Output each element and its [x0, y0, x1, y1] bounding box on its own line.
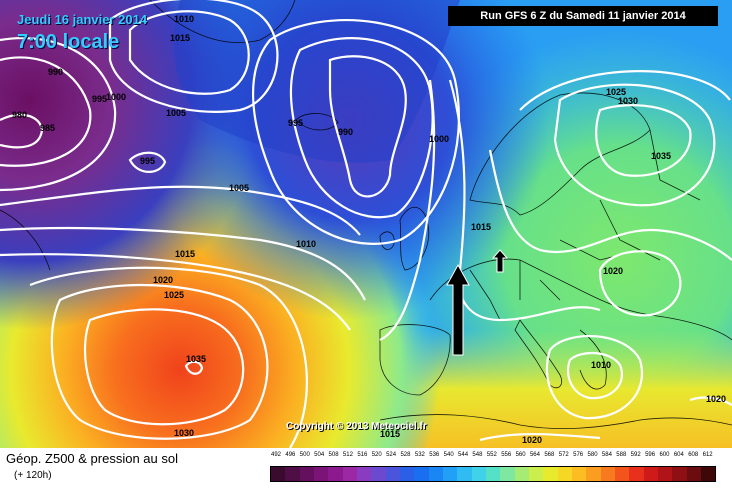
color-scale-swatch	[586, 467, 601, 481]
color-scale-label: 496	[285, 452, 296, 458]
color-scale-swatch	[629, 467, 644, 481]
isobar-label: 1005	[166, 108, 186, 118]
isobar-label: 1010	[296, 239, 316, 249]
isobar-label: 1025	[606, 87, 626, 97]
color-scale-label: 604	[673, 452, 684, 458]
color-scale-label: 504	[314, 452, 325, 458]
isobar-label: 1020	[153, 275, 173, 285]
color-scale-label: 568	[544, 452, 555, 458]
isobar-label: 995	[140, 156, 155, 166]
color-scale-swatch	[285, 467, 300, 481]
isobar-label: 1035	[186, 354, 206, 364]
color-scale-label: 516	[357, 452, 368, 458]
color-scale-swatch	[313, 467, 329, 481]
forecast-time: 7:00 locale	[17, 31, 120, 53]
isobar-label: 1005	[229, 183, 249, 193]
color-scale-label: 556	[501, 452, 512, 458]
color-scale-label: 560	[515, 452, 526, 458]
weather-map: 1010 1015 990 995 1000 980 985 1005 995 …	[0, 0, 732, 448]
isobar-label: 1020	[603, 266, 623, 276]
color-scale-swatch	[700, 467, 716, 481]
color-scale-label: 584	[601, 452, 612, 458]
isobar-label: 1030	[174, 428, 194, 438]
color-scale-label: 552	[486, 452, 497, 458]
color-scale-label: 580	[587, 452, 598, 458]
color-scale-swatch	[514, 467, 529, 481]
color-scale-swatch	[557, 467, 572, 481]
color-scale-swatch	[299, 467, 314, 481]
color-scale-label: 544	[458, 452, 469, 458]
color-scale-swatch	[657, 467, 673, 481]
color-scale-label: 528	[400, 452, 411, 458]
color-scale-swatch	[672, 467, 687, 481]
isobar-label: 1020	[706, 394, 726, 404]
color-scale-swatch	[614, 467, 630, 481]
isobar-label: 1035	[651, 151, 671, 161]
color-scale-swatch	[643, 467, 658, 481]
isobar-label: 1015	[380, 429, 400, 439]
isobar-label: 1010	[591, 360, 611, 370]
color-scale-label: 520	[371, 452, 382, 458]
color-scale-swatch	[328, 467, 343, 481]
color-scale-swatch	[528, 467, 544, 481]
color-scale-label: 508	[328, 452, 339, 458]
color-scale-swatch	[271, 467, 286, 481]
color-scale-swatch	[428, 467, 443, 481]
color-scale-swatch	[457, 467, 472, 481]
isobar-label: 990	[48, 67, 63, 77]
color-scale-label: 576	[573, 452, 584, 458]
color-scale-swatch	[485, 467, 501, 481]
forecast-date: Jeudi 16 janvier 2014	[17, 12, 148, 27]
isobar-label: 1000	[106, 92, 126, 102]
isobar-label: 1025	[164, 290, 184, 300]
isobar-label: 990	[338, 127, 353, 137]
legend-title: Géop. Z500 & pression au sol	[6, 451, 178, 466]
color-scale-label: 512	[342, 452, 353, 458]
isobar-label: 1020	[522, 435, 542, 445]
color-scale-label: 572	[558, 452, 569, 458]
color-scale-swatch	[414, 467, 429, 481]
color-scale-swatch	[471, 467, 486, 481]
color-scale-swatch	[385, 467, 400, 481]
color-scale-label: 612	[702, 452, 713, 458]
color-scale-swatch	[571, 467, 587, 481]
color-scale-swatch	[686, 467, 701, 481]
isobar-label: 1010	[174, 14, 194, 24]
color-scale-label: 532	[414, 452, 425, 458]
color-scale-label: 588	[616, 452, 627, 458]
color-scale-swatch	[399, 467, 415, 481]
color-scale-label: 492	[271, 452, 282, 458]
color-scale-label: 536	[429, 452, 440, 458]
color-scale-swatch	[356, 467, 372, 481]
color-scale-swatch	[442, 467, 458, 481]
color-scale-label: 548	[472, 452, 483, 458]
color-scale-label: 608	[688, 452, 699, 458]
isobar-label: 995	[288, 118, 303, 128]
isobar-label: 995	[92, 94, 107, 104]
color-scale-label: 540	[443, 452, 454, 458]
isobar-label: 1015	[175, 249, 195, 259]
isobar-label: 1030	[618, 96, 638, 106]
isobar-label: 1015	[471, 222, 491, 232]
isobar-label: 985	[40, 123, 55, 133]
color-scale-swatch	[371, 467, 386, 481]
isobar-label: 1000	[429, 134, 449, 144]
color-scale-swatch	[543, 467, 558, 481]
color-scale-swatch	[600, 467, 615, 481]
legend-subtitle: (+ 120h)	[14, 470, 52, 481]
color-scale-label: 600	[659, 452, 670, 458]
color-scale-label: 500	[299, 452, 310, 458]
color-scale-swatch	[500, 467, 515, 481]
color-scale-swatch	[342, 467, 357, 481]
color-scale-label: 592	[630, 452, 641, 458]
color-scale-labels: 492 496 500 504 508 512 516 520 524 528 532 536 540 5…	[270, 452, 716, 462]
color-scale-label: 564	[529, 452, 540, 458]
isobar-label: 1015	[170, 33, 190, 43]
isobar-label: 980	[12, 110, 27, 120]
copyright-text: Copyright © 2013 Meteociel.fr	[286, 421, 427, 432]
color-scale-label: 596	[645, 452, 656, 458]
color-scale-bar	[270, 466, 716, 482]
color-scale-label: 524	[386, 452, 397, 458]
model-run-label: Run GFS 6 Z du Samedi 11 janvier 2014	[448, 6, 718, 26]
